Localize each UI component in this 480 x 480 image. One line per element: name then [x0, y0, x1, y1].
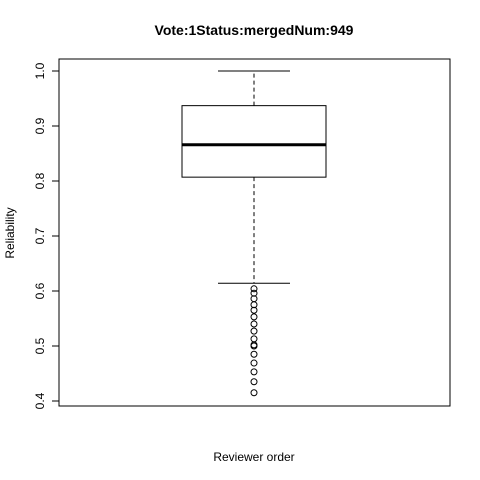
y-tick-label: 0.9	[33, 117, 47, 134]
outlier-point	[250, 359, 258, 367]
y-axis-label: Reliability	[3, 207, 17, 258]
y-tick-label: 0.5	[33, 337, 47, 354]
outlier-point	[250, 389, 258, 397]
outliers	[250, 285, 258, 397]
outlier-point	[250, 327, 258, 335]
outlier-point	[250, 320, 258, 328]
y-tick-label: 1.0	[33, 62, 47, 79]
outlier-point	[250, 335, 258, 343]
outlier-point	[250, 378, 258, 386]
outlier-point	[250, 342, 258, 350]
y-axis: 0.4 0.5 0.6 0.7 0.8 0.9 1.0	[33, 62, 60, 409]
outlier-point	[250, 285, 258, 293]
x-axis-label: Reviewer order	[213, 450, 294, 464]
y-tick-label: 0.8	[33, 172, 47, 189]
box-plot	[181, 70, 327, 284]
chart-title: Vote:1Status:mergedNum:949	[155, 22, 354, 38]
outlier-point	[250, 368, 258, 376]
outlier-point	[250, 350, 258, 358]
y-tick-label: 0.7	[33, 227, 47, 244]
y-tick-label: 0.4	[33, 392, 47, 409]
outlier-point	[250, 313, 258, 321]
plot-frame	[58, 58, 451, 407]
y-tick-label: 0.6	[33, 282, 47, 299]
outlier-point	[250, 306, 258, 314]
iqr-box	[181, 105, 327, 178]
